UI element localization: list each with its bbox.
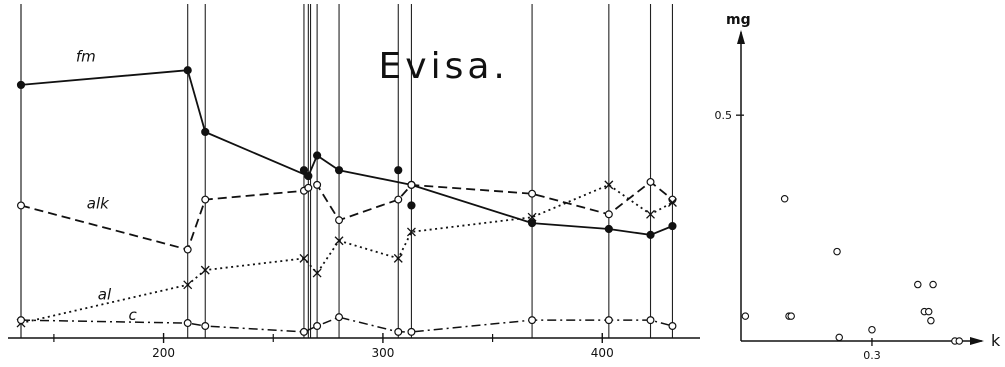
- data-point: [646, 230, 655, 239]
- x-tick-label: 300: [371, 346, 394, 360]
- scatter-point: [914, 280, 922, 289]
- data-point: [646, 209, 655, 219]
- scatter-point: [868, 325, 876, 334]
- data-point: [17, 201, 26, 210]
- data-point: [668, 221, 677, 231]
- data-point: [313, 322, 322, 331]
- data-point: [313, 151, 322, 160]
- x-axis-arrow-icon: [970, 337, 984, 345]
- y-tick-label: 0.5: [715, 109, 733, 122]
- data-point: [406, 227, 416, 237]
- y-axis-arrow-icon: [737, 30, 745, 44]
- scatter-point: [741, 312, 750, 320]
- scatter-point: [955, 337, 964, 345]
- cross-stroke: [406, 227, 416, 237]
- data-point: [313, 180, 322, 189]
- x-tick-label: 400: [591, 346, 614, 360]
- data-point: [646, 316, 655, 325]
- data-point: [527, 212, 537, 222]
- data-point: [646, 177, 655, 186]
- x-tick-label: 0.3: [863, 349, 881, 362]
- cross-stroke: [604, 180, 614, 190]
- right-chart: mg k 0.5 0.3: [715, 12, 1002, 362]
- data-point: [527, 219, 537, 228]
- data-point: [604, 316, 613, 325]
- data-point: [200, 265, 210, 275]
- data-point: [312, 268, 322, 278]
- data-point: [667, 198, 677, 207]
- chart-title: Evisa.: [379, 46, 509, 87]
- scatter-point: [924, 307, 933, 316]
- right-axes: mg k 0.5 0.3: [715, 12, 1002, 362]
- data-point: [334, 236, 344, 246]
- x-axis-label: k: [991, 331, 1001, 350]
- cross-stroke: [646, 209, 655, 219]
- cross-stroke: [667, 198, 677, 207]
- data-point: [304, 171, 313, 181]
- data-point: [183, 280, 193, 290]
- data-point: [528, 316, 537, 325]
- data-point: [304, 183, 313, 192]
- series-group: [16, 66, 677, 336]
- y-axis-label: mg: [726, 12, 751, 28]
- data-point: [299, 327, 308, 336]
- data-point: [334, 166, 344, 175]
- data-point: [528, 189, 537, 198]
- data-point: [604, 224, 613, 234]
- scatter-point: [780, 194, 789, 203]
- data-point: [668, 322, 677, 331]
- series-line-fm: [20, 69, 673, 236]
- data-point: [201, 127, 210, 137]
- data-point: [16, 80, 26, 90]
- series-label-al: al: [98, 286, 112, 304]
- cross-stroke: [393, 253, 403, 263]
- data-point: [394, 327, 403, 336]
- data-point: [299, 253, 309, 263]
- series-line-al: [20, 183, 673, 324]
- series-label-c: c: [128, 306, 137, 324]
- data-point: [183, 319, 192, 328]
- series-label-fm: fm: [76, 47, 96, 65]
- data-point: [335, 216, 344, 225]
- left-text: Evisa. fm alk alc: [76, 46, 509, 324]
- scatter-point: [833, 247, 841, 256]
- cross-stroke: [183, 280, 193, 290]
- scatter-points: [741, 194, 964, 345]
- data-point: [17, 316, 26, 325]
- cross-stroke: [334, 236, 344, 246]
- cross-stroke: [312, 268, 322, 278]
- data-point: [183, 245, 192, 254]
- data-point: [407, 201, 416, 210]
- data-point: [604, 180, 614, 190]
- x-tick-label: 200: [152, 346, 175, 360]
- data-point: [393, 253, 403, 263]
- series-label-alk: alk: [87, 194, 110, 212]
- series-line-alk: [20, 180, 674, 251]
- cross-stroke: [527, 212, 537, 222]
- data-point: [407, 180, 416, 189]
- data-point: [299, 166, 309, 175]
- data-point: [201, 322, 210, 331]
- left-chart: 200 300 400 Evisa. fm alk alc: [8, 4, 700, 360]
- series-line-c: [20, 316, 673, 333]
- scatter-point: [929, 280, 937, 289]
- data-point: [407, 327, 416, 336]
- scatter-point: [927, 316, 935, 325]
- data-point: [335, 313, 344, 322]
- scatter-point: [835, 333, 843, 342]
- cross-stroke: [299, 253, 309, 263]
- data-point: [394, 195, 403, 204]
- data-point: [394, 166, 403, 175]
- cross-stroke: [200, 265, 210, 275]
- data-point: [201, 195, 210, 204]
- data-point: [604, 210, 613, 219]
- data-point: [183, 66, 192, 75]
- left-axes: 200 300 400: [8, 333, 700, 360]
- scatter-point: [787, 312, 795, 320]
